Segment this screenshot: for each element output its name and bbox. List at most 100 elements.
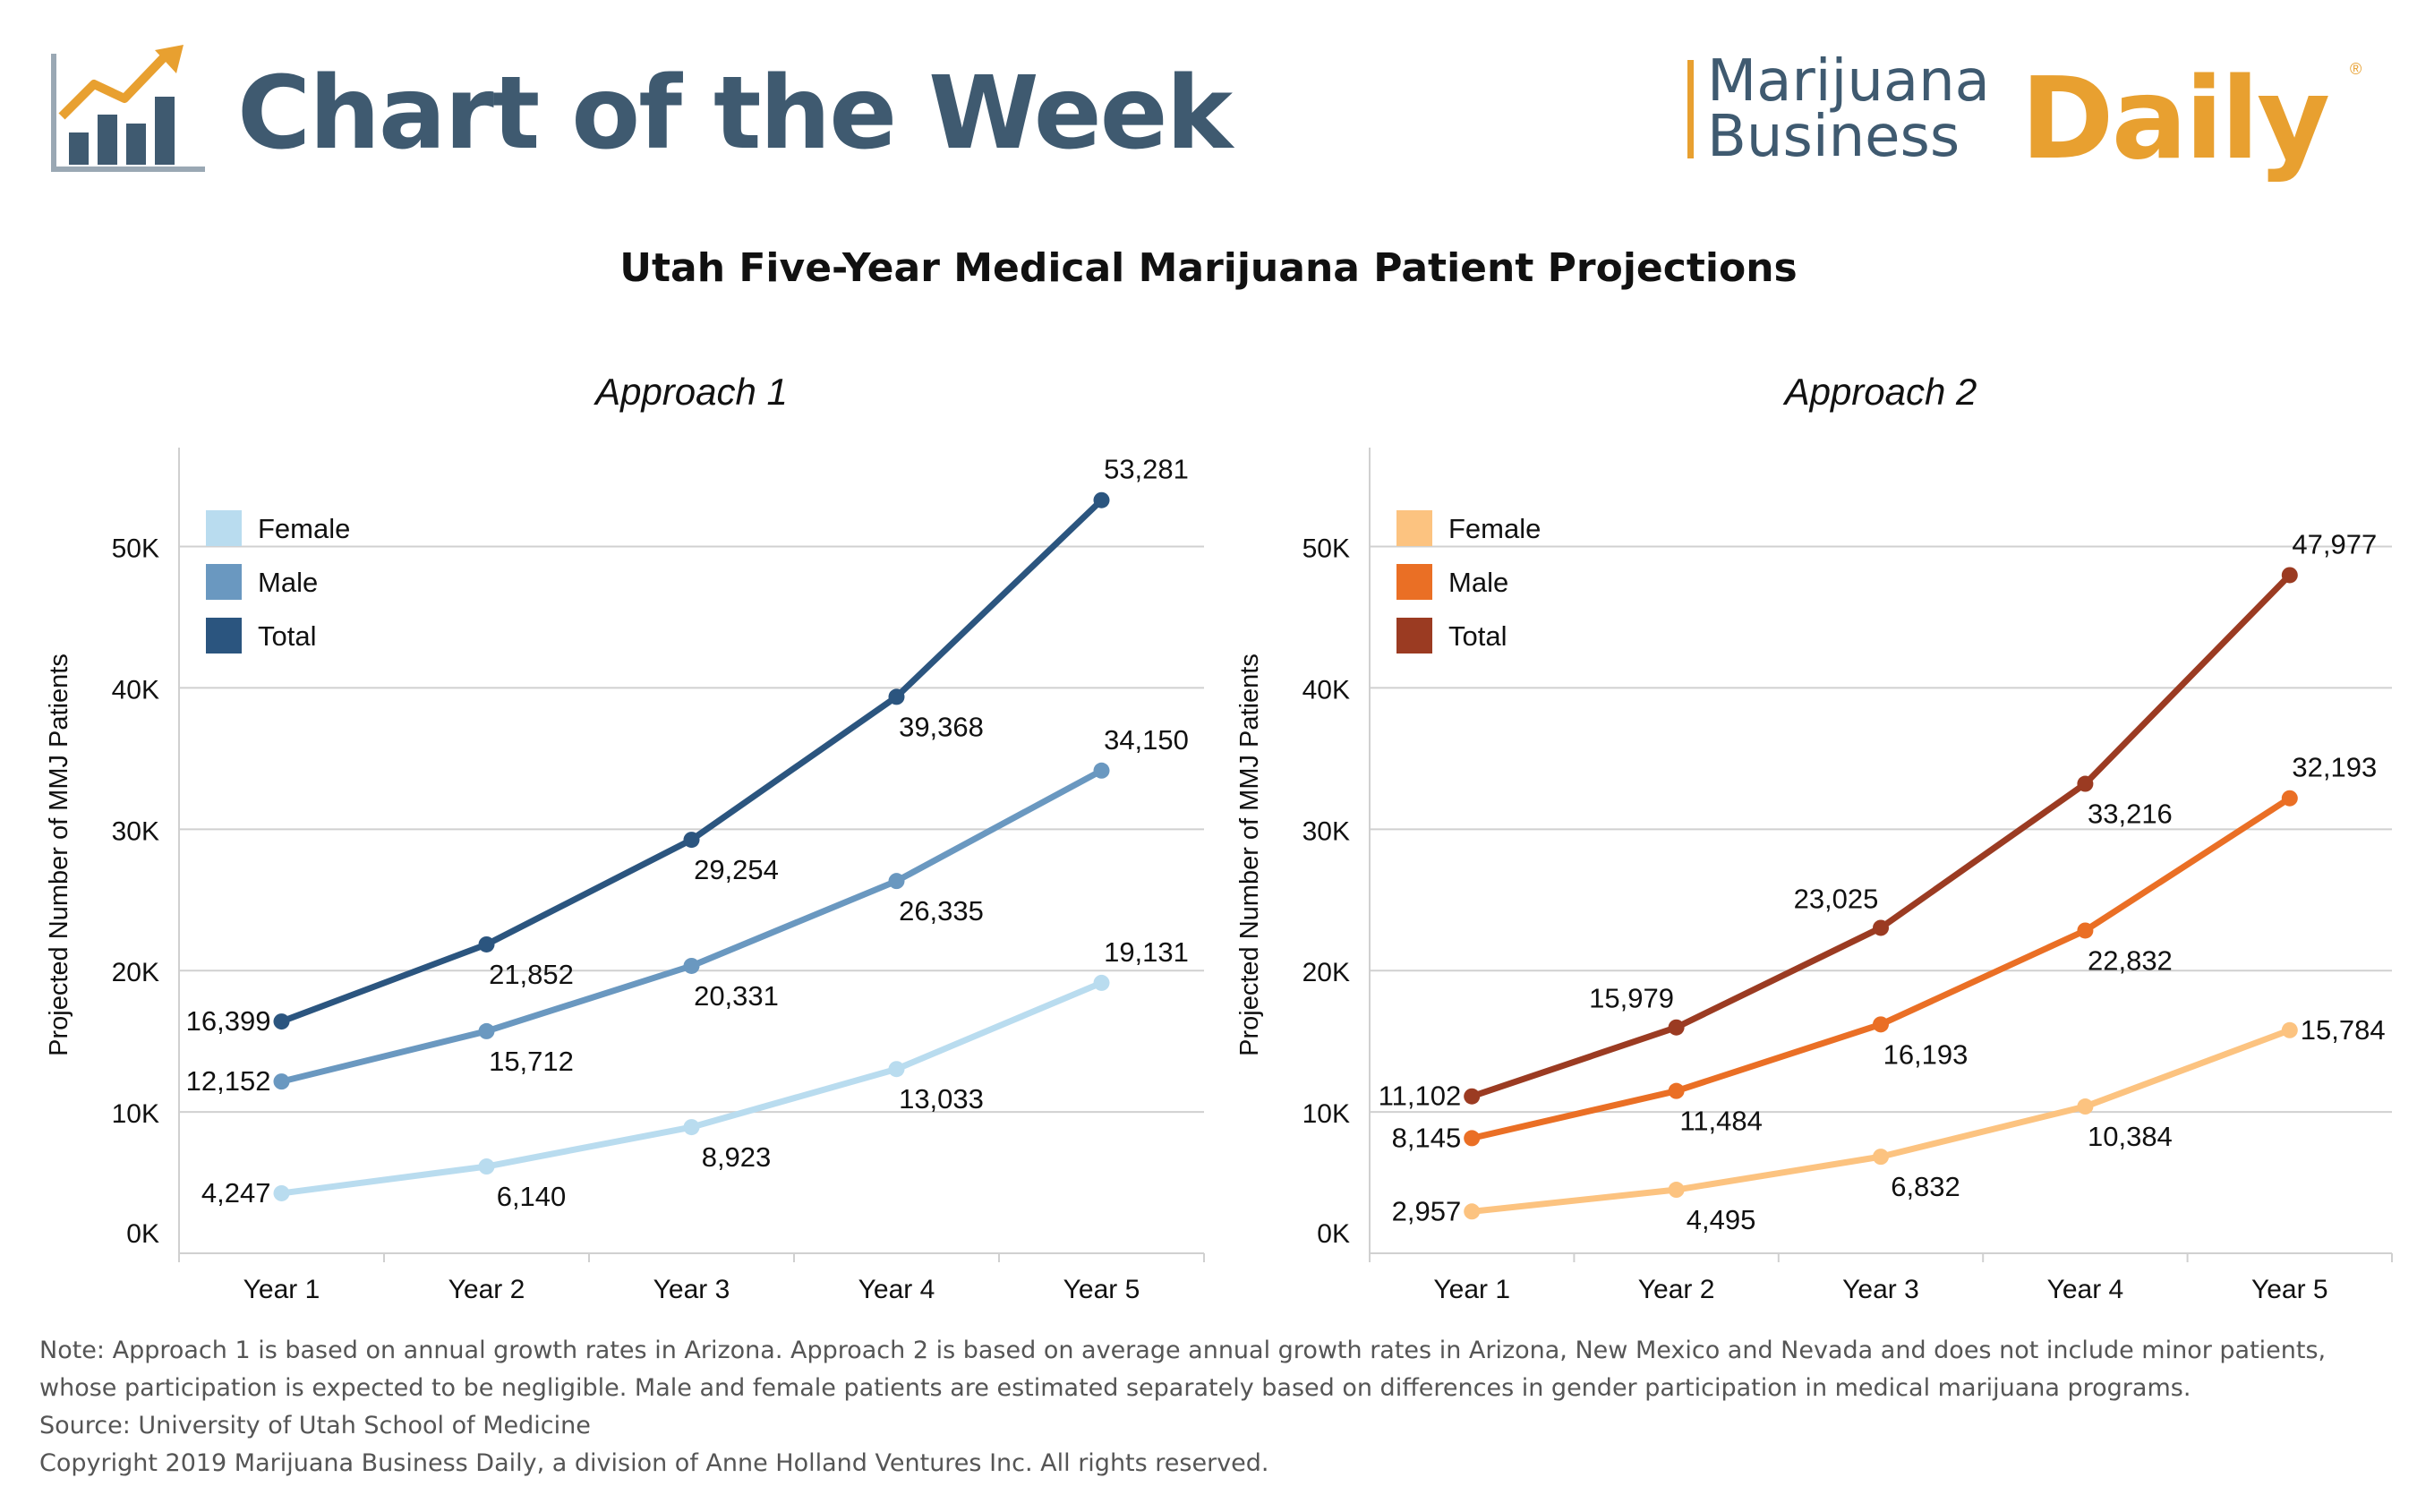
data-label-female: 13,033 [899,1083,984,1115]
x-tick-label: Year 2 [1638,1275,1715,1304]
data-label-total: 23,025 [1794,883,1879,914]
legend-swatch-total [206,618,242,653]
data-point-male [273,1073,290,1090]
data-point-male [1668,1082,1685,1099]
data-point-male [1873,1016,1889,1033]
data-point-female [1668,1182,1685,1199]
data-label-male: 26,335 [899,895,984,927]
data-point-female [1464,1203,1481,1220]
data-point-total [888,688,905,705]
data-label-male: 12,152 [186,1065,271,1097]
data-point-total [2077,775,2094,792]
data-label-total: 39,368 [899,711,984,742]
data-label-female: 4,247 [201,1177,271,1209]
data-point-total [1464,1088,1481,1105]
data-label-female: 8,923 [702,1141,772,1173]
header-title: Chart of the Week [237,56,1233,172]
y-tick-label: 40K [112,675,159,705]
data-label-female: 19,131 [1104,936,1189,968]
data-point-total [273,1013,290,1030]
x-tick-label: Year 1 [243,1275,320,1304]
data-point-male [1093,762,1110,779]
data-point-total [1668,1019,1685,1036]
data-label-male: 8,145 [1392,1122,1462,1153]
legend-label-female: Female [1448,513,1541,544]
brand-word-business: Business [1707,104,1960,170]
data-label-female: 6,832 [1891,1171,1960,1202]
x-tick-label: Year 2 [448,1275,525,1304]
data-point-male [2077,922,2094,939]
x-tick-label: Year 5 [1063,1275,1140,1304]
legend-label-male: Male [258,567,318,598]
data-point-male [2281,790,2298,807]
data-label-female: 6,140 [497,1181,567,1212]
data-label-male: 11,484 [1679,1106,1763,1137]
y-tick-label: 10K [1302,1099,1350,1129]
data-label-total: 16,399 [186,1005,271,1037]
data-label-male: 32,193 [2292,752,2377,783]
legend-swatch-female [1396,510,1432,546]
data-label-total: 11,102 [1379,1081,1462,1112]
data-point-total [478,935,495,952]
chart-growth-icon [51,45,205,172]
y-tick-label: 50K [112,534,159,564]
legend-swatch-male [1396,564,1432,600]
y-tick-label: 10K [112,1099,159,1129]
copyright-text: Copyright 2019 Marijuana Business Daily,… [39,1449,1269,1477]
source-text: Source: University of Utah School of Med… [39,1412,591,1439]
data-point-male [478,1022,495,1039]
brand-word-marijuana: Marijuana [1707,48,1990,115]
data-label-male: 15,712 [489,1046,574,1077]
data-point-female [2077,1098,2094,1115]
data-point-male [888,873,905,890]
x-tick-label: Year 3 [1842,1275,1919,1304]
legend-label-female: Female [258,513,350,544]
y-tick-label: 30K [1302,816,1350,846]
y-tick-label: 50K [1302,534,1350,564]
y-tick-label: 0K [1317,1219,1350,1249]
data-label-male: 20,331 [694,980,779,1012]
data-point-female [273,1184,290,1201]
data-point-total [1093,491,1110,508]
data-point-male [683,957,700,974]
data-label-male: 16,193 [1883,1038,1969,1070]
note-text: Note: Approach 1 is based on annual grow… [39,1337,2327,1402]
brand-logo: Marijuana Business Daily ® [1687,49,2368,192]
data-point-male [1464,1130,1481,1147]
y-tick-label: 30K [112,816,159,846]
data-point-female [1873,1149,1889,1166]
legend-label-male: Male [1448,567,1508,598]
x-tick-label: Year 4 [858,1275,935,1304]
brand-bar [1687,60,1694,158]
data-label-female: 15,784 [2301,1014,2386,1046]
data-point-female [478,1158,495,1175]
data-label-female: 2,957 [1392,1195,1462,1226]
legend-swatch-total [1396,618,1432,653]
data-point-female [1093,974,1110,991]
data-label-total: 29,254 [694,854,779,885]
y-axis-label: Projected Number of MMJ Patients [1235,653,1264,1056]
x-tick-label: Year 4 [2047,1275,2124,1304]
data-point-total [683,832,700,849]
y-tick-label: 0K [126,1219,159,1249]
data-label-total: 21,852 [489,959,574,990]
y-axis-label: Projected Number of MMJ Patients [45,653,73,1056]
legend-label-total: Total [1448,620,1507,652]
registered-mark: ® [2350,60,2362,78]
data-point-female [2281,1021,2298,1038]
y-tick-label: 20K [112,958,159,987]
data-label-total: 53,281 [1104,454,1189,485]
series-line-total [278,497,1105,1025]
chart-subtitle: Approach 2 [1782,371,1977,413]
y-tick-label: 20K [1302,958,1350,987]
main-title: Utah Five-Year Medical Marijuana Patient… [619,245,1798,291]
notes-block: Note: Approach 1 is based on annual grow… [39,1332,2385,1482]
legend-swatch-female [206,510,242,546]
data-point-female [888,1061,905,1078]
data-label-male: 34,150 [1104,724,1189,756]
x-tick-label: Year 1 [1433,1275,1510,1304]
data-point-female [683,1119,700,1136]
data-label-female: 4,495 [1687,1204,1756,1235]
legend-swatch-male [206,564,242,600]
